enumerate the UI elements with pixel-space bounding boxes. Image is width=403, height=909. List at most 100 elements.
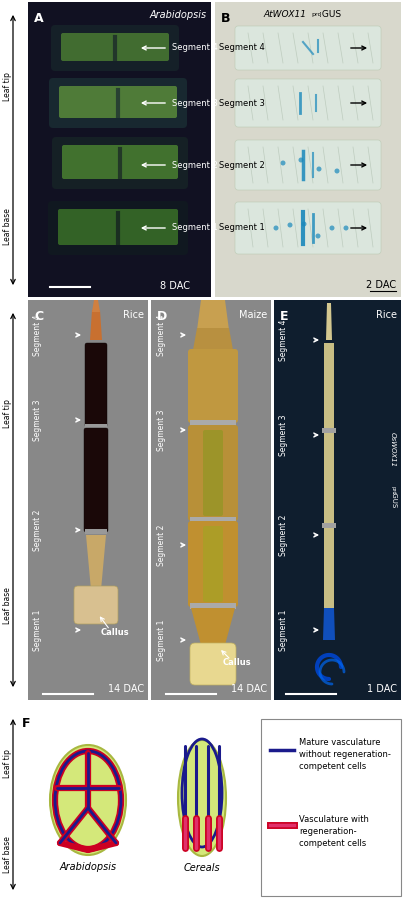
FancyBboxPatch shape — [51, 25, 179, 71]
Text: :GUS: :GUS — [319, 10, 341, 19]
Bar — [274, 300, 401, 700]
Circle shape — [299, 157, 303, 163]
Text: Mature vasculature
without regeneration-
competent cells: Mature vasculature without regeneration-… — [299, 738, 391, 771]
Text: 14 DAC: 14 DAC — [108, 684, 144, 694]
Text: Segment 4: Segment 4 — [33, 315, 42, 355]
Text: Callus: Callus — [101, 628, 130, 637]
Text: Arabidopsis: Arabidopsis — [59, 862, 116, 872]
Text: D: D — [157, 310, 167, 323]
Bar — [151, 300, 271, 700]
Text: Segment 2: Segment 2 — [280, 514, 289, 555]
Bar — [190, 420, 236, 426]
Text: pro: pro — [391, 485, 395, 494]
Text: Segment 1: Segment 1 — [280, 609, 289, 651]
FancyBboxPatch shape — [74, 586, 118, 624]
FancyBboxPatch shape — [203, 430, 223, 516]
Text: Segment 1: Segment 1 — [172, 224, 218, 233]
FancyBboxPatch shape — [235, 140, 381, 190]
FancyBboxPatch shape — [62, 145, 178, 179]
FancyBboxPatch shape — [61, 33, 169, 61]
Text: E: E — [280, 310, 289, 323]
FancyBboxPatch shape — [235, 26, 381, 70]
Text: Leaf base: Leaf base — [4, 836, 12, 873]
Circle shape — [287, 223, 293, 227]
Text: Segment 2: Segment 2 — [219, 161, 265, 169]
Text: Segment 3: Segment 3 — [219, 98, 265, 107]
FancyBboxPatch shape — [235, 79, 381, 127]
Polygon shape — [90, 310, 102, 340]
Polygon shape — [323, 608, 335, 640]
Bar — [324, 433, 334, 523]
Bar — [322, 523, 336, 528]
Text: Leaf base: Leaf base — [4, 587, 12, 624]
Text: Segment 2: Segment 2 — [156, 524, 166, 565]
Circle shape — [316, 166, 322, 172]
Text: Maize: Maize — [239, 310, 267, 320]
Polygon shape — [86, 535, 106, 590]
Text: Leaf tip: Leaf tip — [4, 749, 12, 778]
Text: Segment 1: Segment 1 — [156, 619, 166, 661]
Ellipse shape — [178, 740, 226, 856]
Text: Segment 4: Segment 4 — [219, 44, 265, 53]
Text: Arabidopsis: Arabidopsis — [150, 10, 207, 20]
Polygon shape — [191, 608, 235, 645]
FancyBboxPatch shape — [85, 343, 107, 427]
FancyBboxPatch shape — [188, 349, 238, 423]
Bar — [190, 517, 236, 523]
Bar — [215, 2, 401, 297]
Circle shape — [343, 225, 349, 231]
Bar — [28, 2, 211, 297]
Text: Segment 2: Segment 2 — [33, 509, 42, 551]
Text: OsWOX11: OsWOX11 — [390, 433, 396, 467]
Circle shape — [301, 222, 307, 226]
FancyBboxPatch shape — [59, 86, 177, 118]
Bar — [324, 343, 334, 428]
Polygon shape — [326, 303, 332, 340]
Bar — [85, 529, 107, 534]
Bar — [190, 603, 236, 609]
Text: 1 DAC: 1 DAC — [367, 684, 397, 694]
Circle shape — [316, 234, 320, 238]
Polygon shape — [193, 328, 233, 350]
FancyBboxPatch shape — [49, 78, 187, 128]
Text: Segment 1: Segment 1 — [33, 609, 42, 651]
FancyBboxPatch shape — [188, 521, 238, 607]
Text: Segment 2: Segment 2 — [172, 161, 218, 169]
Text: Segment 4: Segment 4 — [156, 315, 166, 355]
Ellipse shape — [50, 745, 126, 855]
Bar — [324, 528, 334, 608]
Text: 14 DAC: 14 DAC — [231, 684, 267, 694]
FancyBboxPatch shape — [84, 428, 108, 532]
Text: C: C — [34, 310, 43, 323]
FancyBboxPatch shape — [203, 526, 223, 602]
Bar — [28, 300, 148, 700]
Bar — [322, 428, 336, 433]
Text: Leaf tip: Leaf tip — [4, 73, 12, 102]
Text: F: F — [22, 717, 31, 730]
FancyBboxPatch shape — [52, 137, 188, 189]
FancyBboxPatch shape — [190, 643, 236, 685]
Circle shape — [274, 225, 278, 231]
Text: Leaf base: Leaf base — [4, 208, 12, 245]
FancyBboxPatch shape — [235, 202, 381, 254]
Text: Callus: Callus — [223, 658, 251, 667]
Text: A: A — [34, 12, 44, 25]
Bar — [85, 424, 107, 429]
Text: Segment 4: Segment 4 — [280, 319, 289, 361]
Text: Rice: Rice — [376, 310, 397, 320]
Text: Segment 4: Segment 4 — [172, 44, 218, 53]
Text: Segment 3: Segment 3 — [280, 415, 289, 455]
Text: 8 DAC: 8 DAC — [160, 281, 190, 291]
Text: AtWOX11: AtWOX11 — [263, 10, 306, 19]
Polygon shape — [197, 300, 229, 330]
FancyBboxPatch shape — [58, 209, 178, 245]
Text: Cereals: Cereals — [184, 863, 220, 873]
Text: Rice: Rice — [123, 310, 144, 320]
Text: Vasculature with
regeneration-
competent cells: Vasculature with regeneration- competent… — [299, 815, 369, 847]
Text: pro: pro — [311, 12, 321, 17]
Polygon shape — [92, 300, 100, 312]
Text: Segment 1: Segment 1 — [219, 224, 265, 233]
Text: :GUS: :GUS — [390, 492, 396, 509]
Text: Segment 3: Segment 3 — [33, 399, 42, 441]
Circle shape — [334, 168, 339, 174]
